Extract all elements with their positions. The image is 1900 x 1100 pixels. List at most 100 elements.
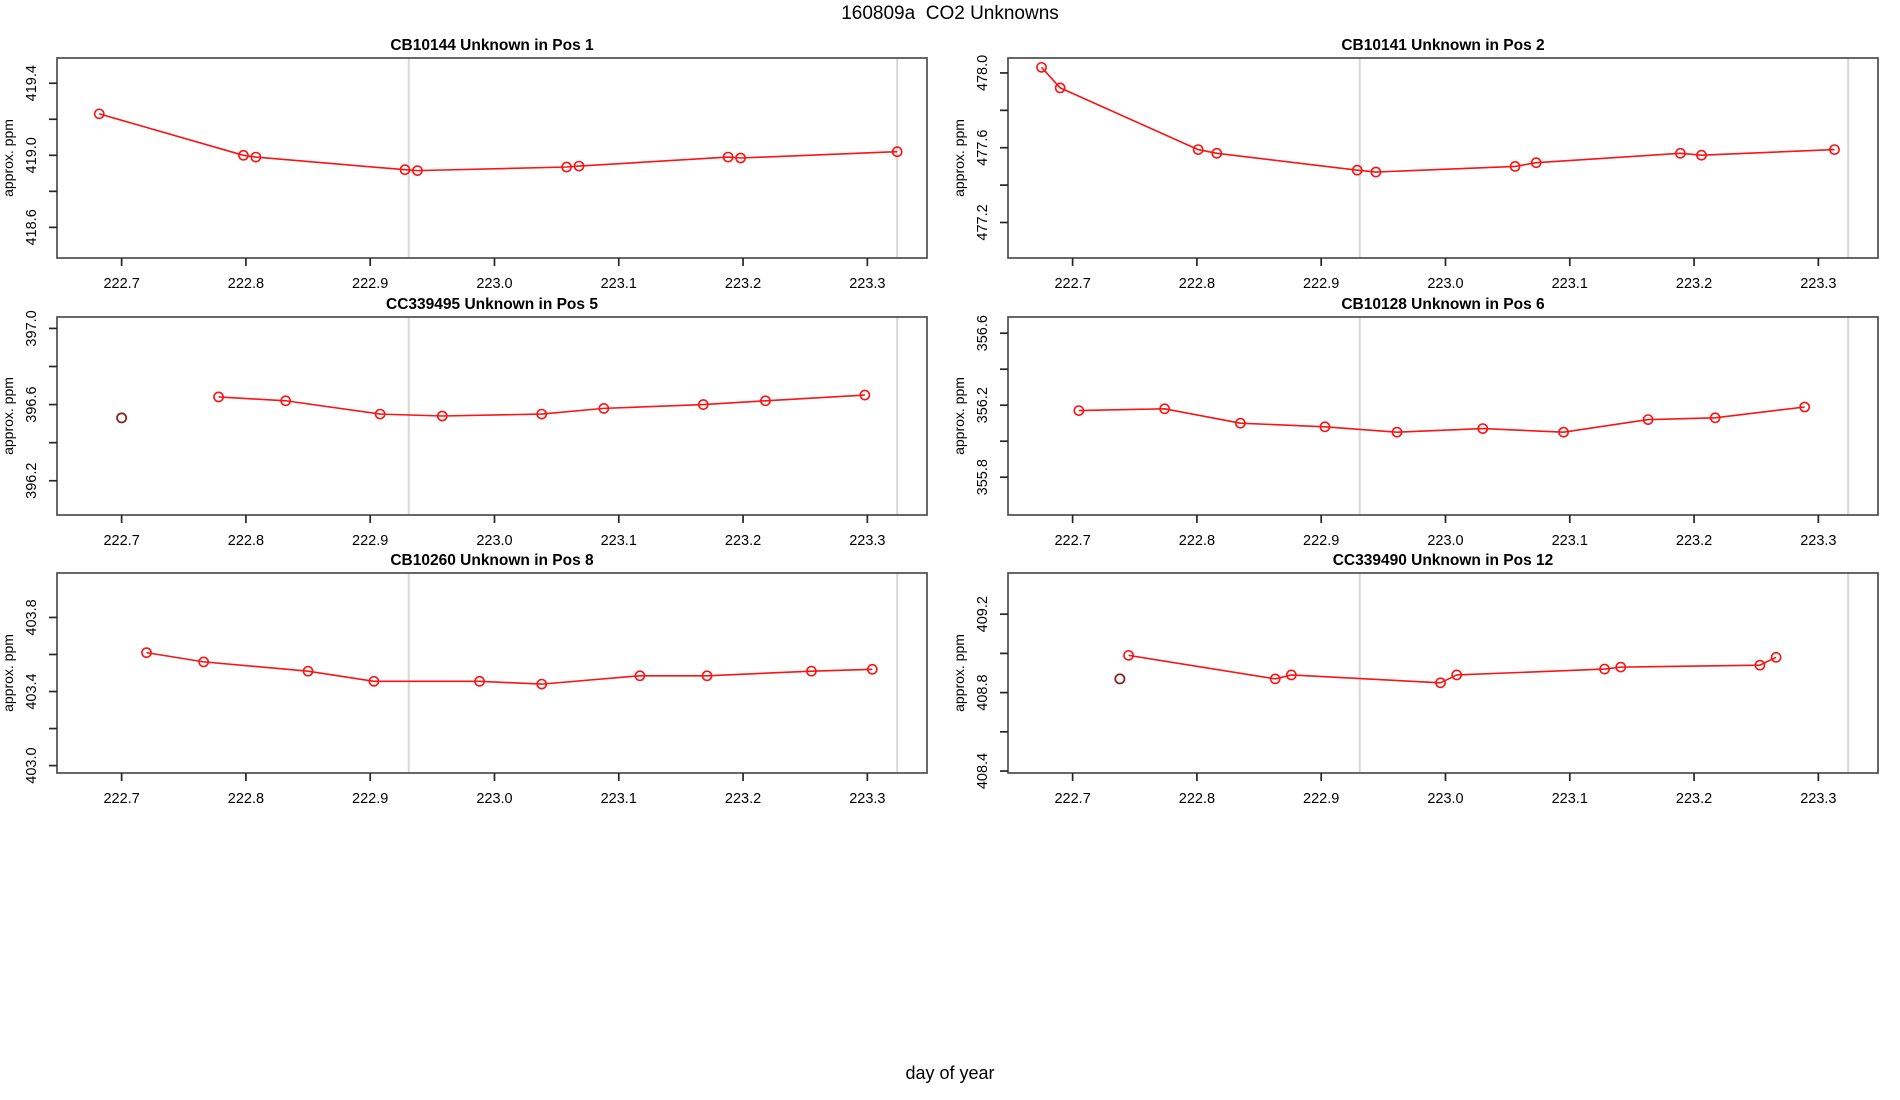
panel-5: CB10260 Unknown in Pos 8 222.7 222.8 222.9 2… xyxy=(0,552,928,807)
panel-6: CC339490 Unknown in Pos 12 222.7 222.8 222.… xyxy=(951,552,1879,807)
data-point xyxy=(760,395,771,407)
x-tick-label: 223.3 xyxy=(1800,276,1836,292)
x-tick-label: 223.3 xyxy=(849,276,885,292)
data-point xyxy=(1642,414,1654,425)
plot-box xyxy=(1007,57,1879,259)
data-point xyxy=(891,146,903,158)
x-tick-label: 222.7 xyxy=(1054,791,1090,807)
data-point xyxy=(1558,426,1569,438)
y-tick-label: 356.2 xyxy=(975,387,991,423)
x-tick-label: 222.8 xyxy=(1179,276,1215,292)
data-point xyxy=(1370,166,1382,178)
data-point xyxy=(1123,649,1134,661)
outlier-point xyxy=(1114,673,1126,685)
data-series-line xyxy=(218,394,865,417)
data-point xyxy=(436,410,448,422)
x-tick-label: 223.1 xyxy=(601,276,637,292)
data-point xyxy=(1319,421,1331,433)
x-tick-label: 222.7 xyxy=(103,276,139,292)
x-tick-label: 222.8 xyxy=(228,791,264,807)
data-point xyxy=(412,165,423,177)
plot-box xyxy=(56,316,928,516)
x-tick-label: 223.3 xyxy=(849,533,885,549)
x-tick-label: 222.9 xyxy=(352,276,388,292)
data-point xyxy=(198,656,210,668)
data-point xyxy=(302,665,314,677)
data-point xyxy=(1351,164,1363,176)
data-series-line xyxy=(1128,654,1777,684)
x-tick-label: 222.8 xyxy=(228,276,264,292)
y-tick-label: 419.0 xyxy=(24,137,40,173)
data-point xyxy=(1036,61,1047,73)
y-tick-label: 477.2 xyxy=(975,204,991,240)
panel-title: CC339490 Unknown in Pos 12 xyxy=(1333,552,1554,569)
data-point xyxy=(1054,82,1066,94)
data-point xyxy=(1285,669,1297,681)
data-point xyxy=(598,402,610,414)
data-point xyxy=(1530,157,1542,169)
x-tick-label: 223.2 xyxy=(1676,791,1712,807)
x-tick-label: 223.3 xyxy=(1800,533,1836,549)
data-point xyxy=(374,408,386,420)
x-tick-label: 223.1 xyxy=(601,533,637,549)
data-point xyxy=(399,164,411,176)
data-point xyxy=(806,665,817,677)
panel-title: CB10260 Unknown in Pos 8 xyxy=(390,552,594,569)
data-point xyxy=(250,151,262,163)
x-tick-label: 223.1 xyxy=(1552,533,1588,549)
panel-4: CB10128 Unknown in Pos 6 222.7 222.8 222.9 2… xyxy=(951,296,1879,549)
outlier-point xyxy=(116,412,128,424)
x-tick-label: 223.2 xyxy=(725,533,761,549)
x-tick-label: 223.3 xyxy=(849,791,885,807)
panel-title: CB10128 Unknown in Pos 6 xyxy=(1341,296,1545,313)
data-point xyxy=(474,675,485,687)
data-point xyxy=(561,161,572,173)
plot-box xyxy=(56,57,928,259)
x-tick-label: 223.2 xyxy=(1676,533,1712,549)
x-tick-label: 223.0 xyxy=(1427,533,1463,549)
data-point xyxy=(368,675,380,687)
data-point xyxy=(1770,651,1782,663)
x-tick-label: 223.1 xyxy=(1552,791,1588,807)
y-tick-label: 403.0 xyxy=(24,747,40,783)
data-point xyxy=(1674,147,1686,159)
x-tick-label: 223.1 xyxy=(601,791,637,807)
x-tick-label: 223.0 xyxy=(476,276,512,292)
y-tick-label: 419.4 xyxy=(24,65,40,101)
data-point xyxy=(1269,673,1281,685)
y-axis-label: approx. ppm xyxy=(951,634,967,712)
data-point xyxy=(213,391,224,403)
panel-title: CB10141 Unknown in Pos 2 xyxy=(1341,37,1544,54)
data-point xyxy=(1829,144,1840,155)
y-tick-label: 408.4 xyxy=(975,753,991,789)
y-axis-label: approx. ppm xyxy=(0,377,16,455)
x-tick-label: 222.8 xyxy=(1179,791,1215,807)
y-tick-label: 396.2 xyxy=(24,463,40,499)
y-tick-label: 397.0 xyxy=(24,310,40,346)
data-point xyxy=(701,670,713,682)
panel-2: CB10141 Unknown in Pos 2 222.7 222.8 222.9 2… xyxy=(951,37,1879,292)
x-tick-label: 222.7 xyxy=(103,533,139,549)
data-point xyxy=(859,389,871,401)
y-tick-label: 403.4 xyxy=(24,673,40,709)
data-point xyxy=(1211,147,1223,159)
y-tick-label: 408.8 xyxy=(975,674,991,710)
data-point xyxy=(1799,401,1811,413)
data-point xyxy=(280,395,292,407)
y-axis-label: approx. ppm xyxy=(951,119,967,197)
panel-title: CB10144 Unknown in Pos 1 xyxy=(390,37,594,54)
data-point xyxy=(1709,412,1721,424)
y-tick-label: 355.8 xyxy=(975,459,991,495)
data-point xyxy=(697,399,709,410)
data-series-line xyxy=(146,651,873,685)
y-tick-label: 409.2 xyxy=(975,596,991,632)
outer-x-axis-label: day of year xyxy=(905,1063,995,1083)
data-point xyxy=(238,149,249,161)
x-tick-label: 223.2 xyxy=(1676,276,1712,292)
data-point xyxy=(1599,663,1610,675)
panel-title: CC339495 Unknown in Pos 5 xyxy=(386,296,598,313)
x-tick-label: 222.7 xyxy=(103,791,139,807)
y-axis-label: approx. ppm xyxy=(951,377,967,455)
y-axis-label: approx. ppm xyxy=(0,634,16,712)
